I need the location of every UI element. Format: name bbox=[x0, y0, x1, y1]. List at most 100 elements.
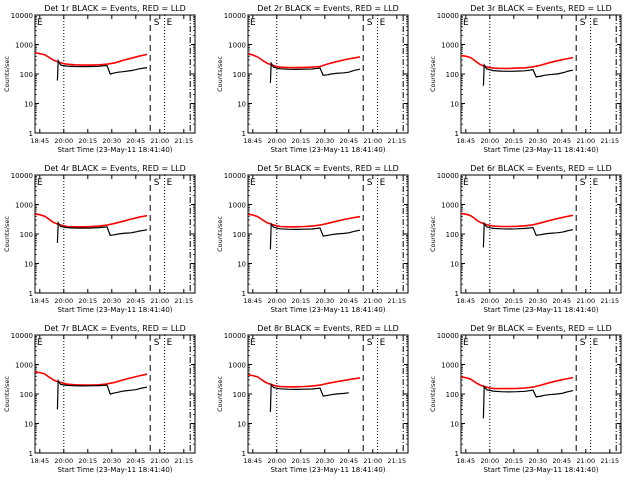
y-tick-label: 1 bbox=[242, 290, 246, 298]
chart-panel-9: 1 10 100 1000 10000 18:45 20:00 20:15 20:30 20:45… bbox=[429, 324, 622, 474]
y-tick-label: 10000 bbox=[437, 12, 459, 20]
x-axis-label: Start Time (23-May-11 18:41:40) bbox=[270, 306, 385, 314]
y-tick-label: 1000 bbox=[441, 362, 459, 370]
x-tick-label: 20:15 bbox=[291, 137, 310, 145]
marker-label: E bbox=[167, 338, 173, 348]
y-tick-label: 100 bbox=[233, 71, 246, 79]
x-tick-label: 20:15 bbox=[78, 137, 97, 145]
x-tick-label: 20:45 bbox=[339, 137, 358, 145]
series-line-events bbox=[482, 384, 574, 419]
plot-frame bbox=[460, 174, 622, 294]
x-tick-label: 20:30 bbox=[528, 297, 547, 305]
plot-frame bbox=[460, 334, 622, 454]
y-tick-label: 1 bbox=[29, 130, 33, 138]
x-axis-label: Start Time (23-May-11 18:41:40) bbox=[483, 306, 598, 314]
x-tick-label: 20:30 bbox=[315, 457, 334, 465]
y-axis-label: Counts/sec bbox=[3, 56, 11, 92]
x-tick-label: 20:30 bbox=[528, 137, 547, 145]
x-tick-label: 20:30 bbox=[102, 297, 121, 305]
y-axis-label: Counts/sec bbox=[216, 56, 224, 92]
x-tick-label: 21:15 bbox=[387, 457, 406, 465]
x-tick-label: 20:15 bbox=[78, 297, 97, 305]
chart-panel-4: 1 10 100 1000 10000 18:45 20:00 20:15 20:30 20:45… bbox=[3, 164, 196, 314]
series-line-lld bbox=[460, 54, 574, 70]
x-tick-label: 21:00 bbox=[576, 457, 595, 465]
y-tick-label: 100 bbox=[233, 391, 246, 399]
y-tick-label: 10 bbox=[24, 261, 33, 269]
y-tick-label: 1 bbox=[455, 450, 459, 458]
x-tick-label: 20:15 bbox=[291, 297, 310, 305]
marker-label: E bbox=[167, 18, 173, 28]
y-tick-label: 10000 bbox=[224, 172, 246, 180]
plot-frame bbox=[34, 14, 196, 134]
x-tick-label: 20:00 bbox=[54, 297, 73, 305]
y-axis-label: Counts/sec bbox=[216, 376, 224, 412]
marker-label: S bbox=[580, 178, 586, 188]
y-axis-label: Counts/sec bbox=[429, 376, 437, 412]
x-tick-label: 18:45 bbox=[30, 297, 49, 305]
x-tick-label: 20:45 bbox=[339, 457, 358, 465]
x-axis-label: Start Time (23-May-11 18:41:40) bbox=[57, 306, 172, 314]
x-tick-label: 21:00 bbox=[363, 457, 382, 465]
x-tick-label: 18:45 bbox=[243, 297, 262, 305]
y-tick-label: 1000 bbox=[228, 202, 246, 210]
marker-label: E bbox=[37, 338, 43, 348]
series-line-lld bbox=[34, 213, 148, 228]
series-line-lld bbox=[34, 371, 148, 386]
y-axis-label: Counts/sec bbox=[429, 56, 437, 92]
plot-frame bbox=[247, 174, 409, 294]
chart-panel-8: 1 10 100 1000 10000 18:45 20:00 20:15 20:30 20:45… bbox=[216, 324, 409, 474]
x-tick-label: 20:00 bbox=[267, 297, 286, 305]
marker-label: E bbox=[250, 338, 256, 348]
x-tick-label: 18:45 bbox=[456, 297, 475, 305]
marker-label: S bbox=[580, 338, 586, 348]
series-line-events bbox=[482, 63, 574, 86]
x-tick-label: 20:15 bbox=[504, 297, 523, 305]
marker-label: E bbox=[37, 178, 43, 188]
marker-label: E bbox=[463, 18, 469, 28]
marker-label: E bbox=[167, 178, 173, 188]
y-tick-label: 1000 bbox=[228, 42, 246, 50]
x-tick-label: 18:45 bbox=[30, 137, 49, 145]
y-tick-label: 1000 bbox=[15, 42, 33, 50]
y-tick-label: 1000 bbox=[441, 42, 459, 50]
x-tick-label: 20:15 bbox=[504, 457, 523, 465]
x-tick-label: 20:30 bbox=[315, 137, 334, 145]
plot-frame bbox=[247, 14, 409, 134]
x-tick-label: 20:45 bbox=[126, 137, 145, 145]
x-tick-label: 20:00 bbox=[54, 457, 73, 465]
y-tick-label: 1000 bbox=[15, 202, 33, 210]
y-tick-label: 1 bbox=[242, 130, 246, 138]
x-tick-label: 20:30 bbox=[102, 137, 121, 145]
y-tick-label: 10 bbox=[237, 101, 246, 109]
x-tick-label: 20:45 bbox=[126, 457, 145, 465]
marker-label: E bbox=[380, 178, 386, 188]
series-line-lld bbox=[247, 53, 361, 69]
series-line-lld bbox=[460, 376, 574, 390]
chart-title: Det 8r BLACK = Events, RED = LLD bbox=[257, 324, 399, 333]
y-tick-label: 1 bbox=[455, 290, 459, 298]
x-tick-label: 21:00 bbox=[576, 297, 595, 305]
series-line-lld bbox=[460, 212, 574, 228]
x-tick-label: 21:15 bbox=[174, 297, 193, 305]
plot-frame bbox=[34, 174, 196, 294]
x-tick-label: 20:30 bbox=[528, 457, 547, 465]
x-tick-label: 20:15 bbox=[291, 457, 310, 465]
x-tick-label: 21:15 bbox=[600, 297, 619, 305]
marker-label: S bbox=[154, 18, 160, 28]
y-tick-label: 1 bbox=[29, 290, 33, 298]
y-tick-label: 10000 bbox=[224, 332, 246, 340]
plot-frame bbox=[247, 334, 409, 454]
x-tick-label: 20:00 bbox=[54, 137, 73, 145]
marker-label: S bbox=[154, 338, 160, 348]
x-tick-label: 21:00 bbox=[150, 137, 169, 145]
marker-label: E bbox=[593, 18, 599, 28]
chart-panel-1: 1 10 100 1000 10000 18:45 20:00 20:15 20:30 20:45… bbox=[3, 4, 196, 154]
chart-title: Det 3r BLACK = Events, RED = LLD bbox=[470, 4, 612, 13]
x-tick-label: 20:15 bbox=[504, 137, 523, 145]
y-tick-label: 1 bbox=[29, 450, 33, 458]
marker-label: E bbox=[250, 178, 256, 188]
y-tick-label: 1000 bbox=[228, 362, 246, 370]
series-line-events bbox=[269, 222, 361, 250]
